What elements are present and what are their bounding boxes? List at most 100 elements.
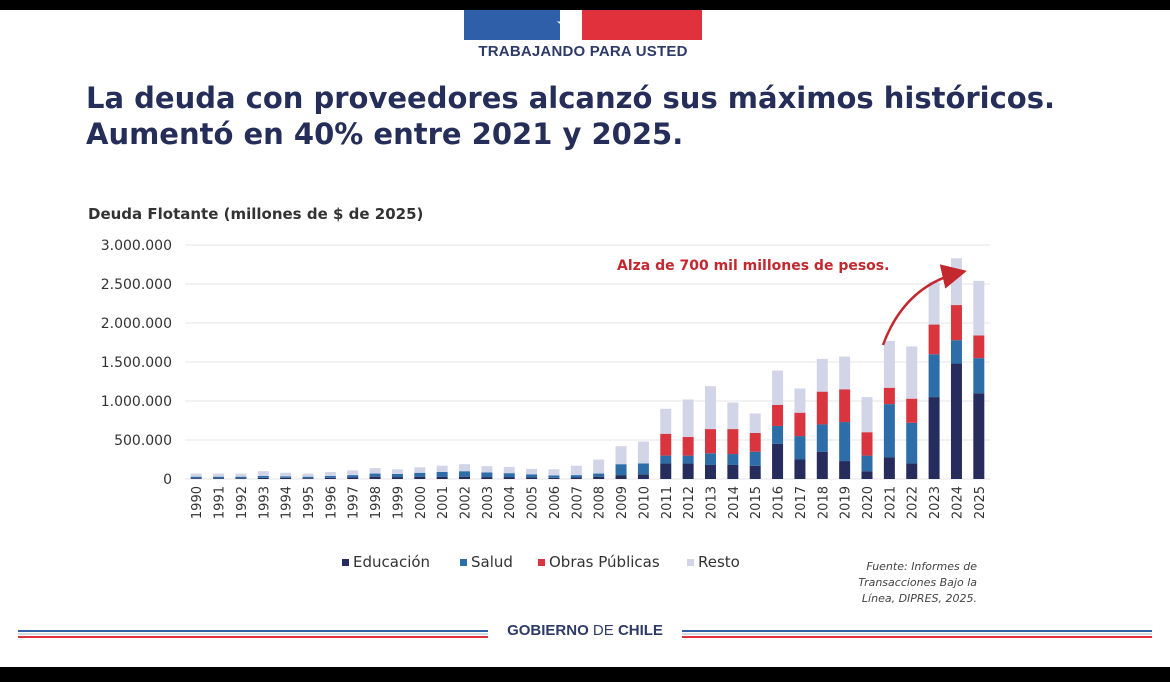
bar-segment bbox=[526, 474, 538, 478]
bar-segment bbox=[347, 477, 359, 479]
bar-segment bbox=[973, 335, 985, 359]
bar-segment bbox=[414, 472, 426, 477]
x-tick-label: 2014 bbox=[727, 486, 742, 519]
footer: GOBIERNO DE CHILE bbox=[0, 622, 1170, 648]
legend-label: Resto bbox=[698, 553, 740, 571]
bar-segment bbox=[816, 424, 828, 452]
bar-segment bbox=[257, 471, 269, 476]
bar-segment bbox=[682, 463, 694, 479]
bar-segment bbox=[526, 477, 538, 479]
x-tick-label: 2001 bbox=[436, 486, 451, 519]
bar-segment bbox=[548, 469, 560, 476]
bar-segment bbox=[727, 454, 739, 465]
x-tick-label: 1994 bbox=[280, 486, 295, 519]
x-tick-label: 2016 bbox=[772, 486, 787, 519]
footer-word-de: DE bbox=[592, 622, 614, 639]
bar-segment bbox=[391, 469, 403, 474]
annotation-arrow bbox=[881, 264, 967, 346]
legend-label: Obras Públicas bbox=[549, 553, 660, 571]
x-tick-label: 2011 bbox=[660, 486, 675, 519]
x-tick-label: 2023 bbox=[928, 486, 943, 519]
bottom-letterbox bbox=[0, 667, 1170, 682]
bar-segment bbox=[369, 468, 381, 474]
bar-segment bbox=[861, 455, 873, 472]
bar-segment bbox=[436, 465, 448, 472]
bar-segment bbox=[526, 468, 538, 475]
bar-segment bbox=[973, 393, 985, 479]
x-tick-label: 2010 bbox=[637, 486, 652, 519]
x-tick-label: 1997 bbox=[347, 486, 362, 519]
bar-segment bbox=[682, 399, 694, 437]
x-tick-label: 2004 bbox=[503, 486, 518, 519]
bar-segment bbox=[436, 471, 448, 477]
bar-segment bbox=[704, 429, 716, 454]
bar-segment bbox=[950, 340, 962, 364]
footer-word-chile: CHILE bbox=[617, 622, 663, 639]
bar-segment bbox=[459, 471, 471, 477]
bar-segment bbox=[772, 370, 784, 405]
bar-segment bbox=[772, 404, 784, 426]
legend-swatch bbox=[342, 559, 349, 566]
bar-segment bbox=[682, 436, 694, 456]
bar-segment bbox=[369, 476, 381, 479]
bar-segment bbox=[593, 473, 605, 477]
bar-segment bbox=[660, 408, 672, 434]
bar-segment bbox=[906, 422, 918, 464]
legend-swatch bbox=[460, 559, 467, 566]
bar-segment bbox=[637, 463, 649, 475]
footer-lines-left bbox=[18, 630, 488, 638]
bar-segment bbox=[727, 429, 739, 455]
bar-segment bbox=[973, 280, 985, 336]
x-tick-label: 2013 bbox=[704, 486, 719, 519]
x-tick-label: 2007 bbox=[570, 486, 585, 519]
bar-segment bbox=[928, 397, 940, 479]
legend-swatch bbox=[687, 559, 694, 566]
x-tick-label: 2003 bbox=[481, 486, 496, 519]
x-tick-label: 2022 bbox=[906, 486, 921, 519]
bar-segment bbox=[727, 464, 739, 479]
bar-segment bbox=[615, 446, 627, 465]
y-tick-label: 2.000.000 bbox=[101, 316, 172, 332]
bar-segment bbox=[570, 477, 582, 479]
bar-segment bbox=[794, 459, 806, 479]
bar-segment bbox=[816, 391, 828, 425]
headline-line-2: Aumentó en 40% entre 2021 y 2025. bbox=[86, 117, 684, 151]
bar-segment bbox=[704, 464, 716, 479]
bar-segment bbox=[950, 363, 962, 479]
bar-segment bbox=[839, 389, 851, 423]
footer-government-name: GOBIERNO DE CHILE bbox=[490, 622, 680, 639]
bar-segment bbox=[928, 281, 940, 325]
x-tick-label: 2025 bbox=[973, 486, 988, 519]
bar-segment bbox=[794, 436, 806, 460]
government-logo: ★ TRABAJANDO PARA USTED bbox=[464, 10, 702, 72]
x-tick-label: 1999 bbox=[391, 486, 406, 519]
tagline: TRABAJANDO PARA USTED bbox=[478, 43, 688, 60]
x-tick-label: 1998 bbox=[369, 486, 384, 519]
chilean-flag-icon: ★ bbox=[464, 10, 702, 40]
bar-segment bbox=[615, 464, 627, 476]
source-note-line: Fuente: Informes de bbox=[866, 560, 977, 573]
bar-segment bbox=[772, 443, 784, 479]
bar-segment bbox=[883, 387, 895, 405]
x-tick-label: 2005 bbox=[526, 486, 541, 519]
y-tick-label: 2.500.000 bbox=[101, 277, 172, 293]
bar-segment bbox=[570, 475, 582, 478]
x-tick-label: 2009 bbox=[615, 486, 630, 519]
bar-segment bbox=[816, 451, 828, 479]
bar-segment bbox=[548, 475, 560, 478]
x-tick-label: 2012 bbox=[682, 486, 697, 519]
bar-segment bbox=[593, 476, 605, 479]
bar-segment bbox=[436, 476, 448, 479]
x-tick-label: 2000 bbox=[414, 486, 429, 519]
bar-segment bbox=[816, 358, 828, 392]
bar-segment bbox=[213, 478, 225, 479]
bar-segment bbox=[324, 475, 336, 478]
bar-segment bbox=[637, 441, 649, 464]
bar-segment bbox=[324, 477, 336, 479]
bar-segment bbox=[727, 402, 739, 430]
bar-segment bbox=[414, 467, 426, 473]
y-tick-label: 1.500.000 bbox=[101, 355, 172, 371]
bar-segment bbox=[414, 476, 426, 479]
x-tick-label: 2002 bbox=[459, 486, 474, 519]
bar-segment bbox=[391, 473, 403, 478]
